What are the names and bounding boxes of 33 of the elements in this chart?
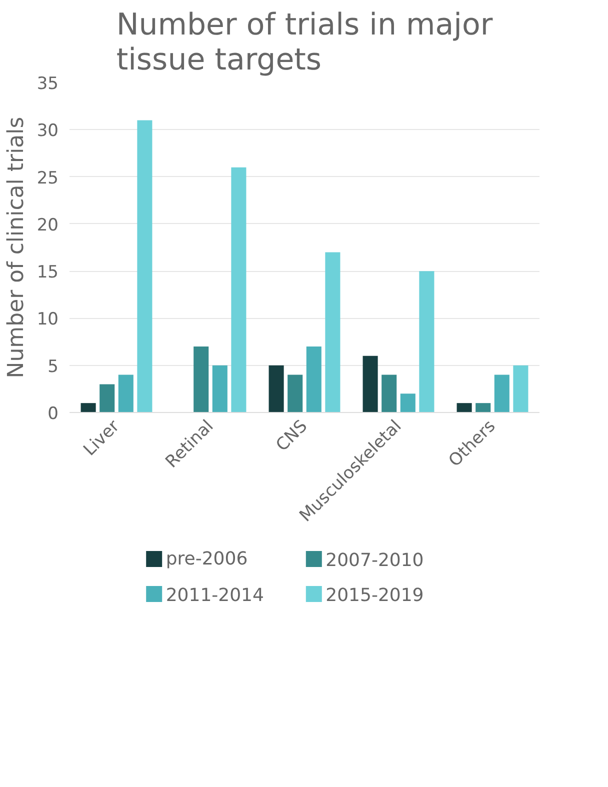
bar <box>362 356 378 412</box>
bar <box>80 403 96 412</box>
bar <box>194 346 209 412</box>
legend-label: 2015-2019 <box>326 585 424 606</box>
y-tick-label: 5 <box>48 356 59 377</box>
y-tick-label: 20 <box>36 215 59 236</box>
bar <box>137 120 152 412</box>
bar <box>325 252 340 412</box>
bar <box>268 365 284 412</box>
y-tick-label: 25 <box>36 168 59 188</box>
bar <box>118 374 134 412</box>
bar <box>100 384 115 412</box>
bar <box>513 365 528 412</box>
bar <box>288 374 303 412</box>
legend-label: 2011-2014 <box>166 585 264 606</box>
bar <box>306 346 322 412</box>
y-tick-label: 35 <box>36 74 59 94</box>
bar <box>494 374 510 412</box>
y-tick-label: 0 <box>48 404 59 424</box>
chart-title: Number of trials in major tissue targets <box>116 8 494 78</box>
y-tick-label: 15 <box>36 262 59 283</box>
bar <box>212 365 228 412</box>
y-tick-label: 10 <box>36 310 59 330</box>
bar <box>456 403 472 412</box>
y-axis-title: Number of clinical trials <box>4 116 29 378</box>
bar <box>382 374 397 412</box>
y-tick-label: 30 <box>36 121 59 142</box>
bar <box>476 403 491 412</box>
legend-label: pre-2006 <box>166 548 248 570</box>
bar <box>419 271 434 412</box>
bar <box>231 167 246 412</box>
bar <box>400 394 416 412</box>
legend-label: 2007-2010 <box>326 550 424 571</box>
